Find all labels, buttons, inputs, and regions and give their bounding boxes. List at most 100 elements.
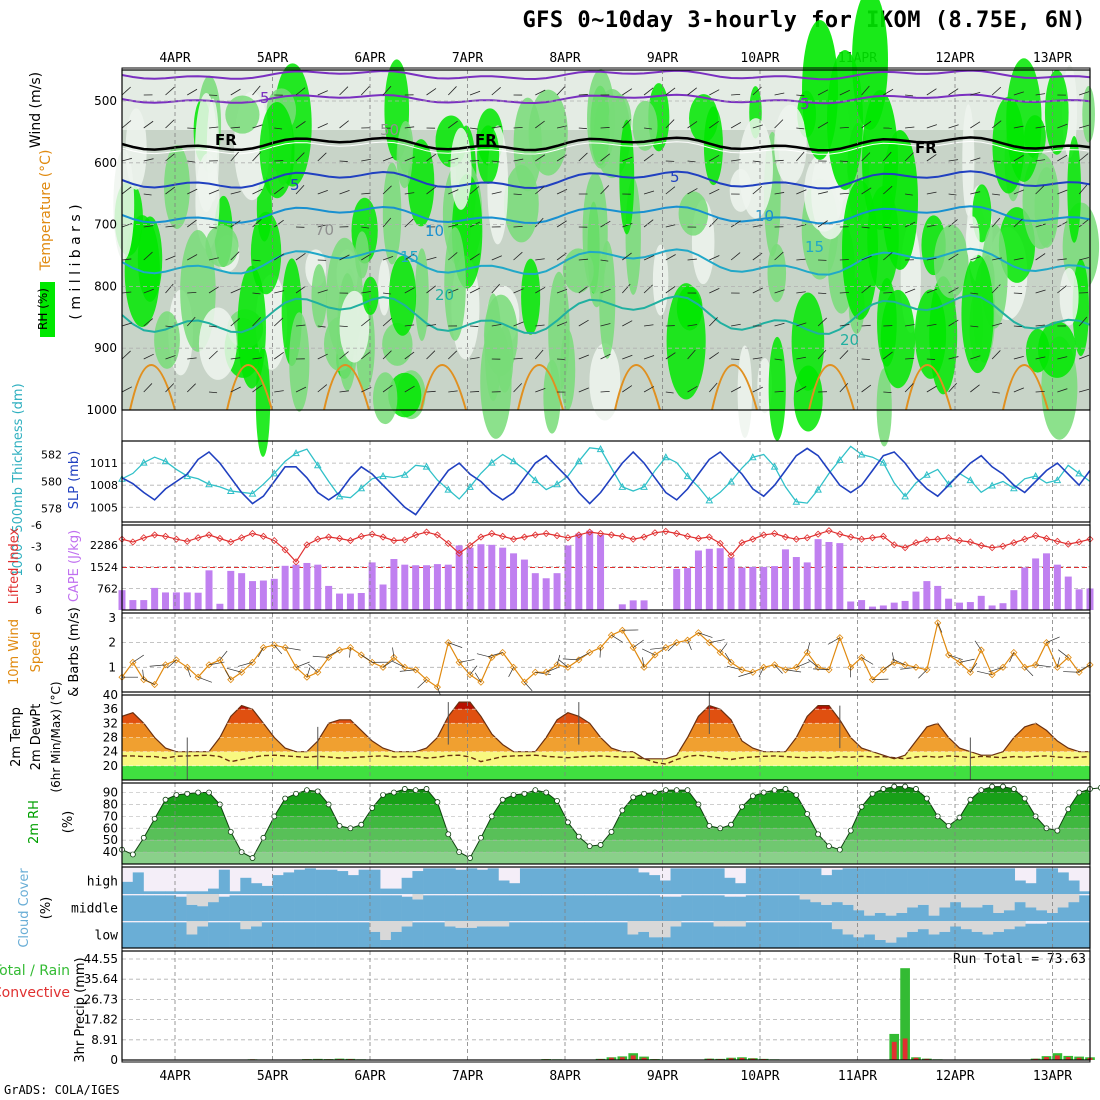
cape-bar [597, 534, 605, 610]
date-label-top: 8APR [549, 51, 580, 66]
wind-barb [643, 190, 655, 195]
lifted-index-point [172, 535, 180, 543]
cloud-low-bar [1068, 922, 1080, 948]
wind-barb [361, 351, 371, 360]
cape-bar [749, 566, 757, 610]
wind-barb-10m [476, 653, 492, 658]
precip-total-bar [900, 968, 910, 1060]
wind-barb [948, 193, 957, 196]
lifted-index-point [955, 537, 964, 545]
wind-barb [948, 253, 959, 261]
wind-barb [1013, 387, 1025, 393]
cloud-gap [853, 894, 865, 911]
wind-barb-10m [285, 647, 301, 651]
wind-barb [970, 325, 979, 328]
cloud-high-bar [444, 868, 456, 894]
cape-bar [890, 602, 898, 610]
rh-contour-area [560, 329, 576, 411]
cloud-gap [444, 921, 456, 927]
lifted-index-point [694, 534, 703, 543]
wind-barb [513, 321, 524, 327]
wind-barb [600, 185, 610, 195]
cloud-high-bar [831, 869, 843, 894]
thickness-point [205, 480, 213, 488]
wind-barb [1013, 91, 1024, 96]
cloud-middle-bar [713, 895, 725, 921]
wind-barb [730, 386, 742, 393]
lifted-index-point [238, 534, 246, 542]
wind-barb [404, 253, 415, 261]
wind-barb [796, 291, 806, 294]
wind-speed-line [121, 620, 1091, 689]
wind-barb [404, 192, 415, 195]
cloud-high-bar [595, 868, 607, 894]
cape-bar [194, 592, 202, 610]
wind-speed-point [412, 666, 420, 674]
slp-axis-label: SLP (mb) [67, 451, 82, 510]
lifted-index-point [684, 532, 692, 540]
lifted-index-tick-label: 0 [35, 562, 42, 575]
contour-label: 5 [290, 176, 300, 194]
wind-barb [665, 391, 674, 394]
thickness-point [705, 496, 714, 504]
wind-barb [774, 119, 784, 129]
cloud-middle-bar [778, 895, 790, 921]
wind-barb [187, 160, 196, 163]
wind-barb [774, 251, 784, 261]
cloud-middle-bar [831, 902, 843, 921]
wind-barb [295, 121, 306, 129]
lifted-index-point [934, 535, 942, 543]
cloud-low-bar [358, 922, 370, 948]
wind-barb [731, 93, 741, 96]
temp-contour-20 [121, 294, 1091, 335]
temp-tick-label: 40 [103, 688, 118, 702]
rh-point [869, 790, 876, 797]
rh-contour-area [444, 227, 466, 341]
cape-bar [977, 595, 985, 610]
wind-barb [1013, 125, 1024, 129]
wind-barb-10m [186, 667, 191, 678]
lifted-index-point [390, 537, 398, 545]
rh-point [129, 851, 136, 858]
cape-bar [292, 564, 300, 610]
lifted-index-point [771, 529, 779, 538]
wind-barb [208, 325, 217, 328]
rh-contour-area [289, 312, 310, 412]
wind-barb-10m [198, 676, 212, 683]
wind-barb-10m [306, 667, 311, 678]
cape-bar [390, 559, 398, 610]
wind-barb-10m [417, 679, 427, 689]
wind-barb [970, 292, 979, 295]
rh-contour-area [250, 211, 282, 295]
wind-speed-point [444, 639, 452, 647]
cape-bar [934, 585, 942, 610]
wind-speed-point [781, 666, 790, 674]
wind-barb [665, 87, 676, 96]
wind-barb [208, 350, 218, 360]
wind-barb [752, 124, 763, 129]
cloud-middle-bar [638, 895, 650, 921]
cloud-middle-bar [993, 912, 1005, 921]
cloud-high-bar [175, 891, 187, 894]
wind-barb-10m [611, 634, 623, 643]
cloud-low-bar [509, 922, 521, 948]
wind-speed-point [738, 666, 746, 674]
wind-barb [643, 87, 654, 96]
wind-tick-label: 2 [108, 636, 116, 650]
wind-barb-10m [1035, 664, 1052, 668]
cloud-middle-bar [562, 895, 575, 921]
wind-barb [948, 382, 957, 393]
precip-axis-label: 3hr Precip (mm) [73, 957, 88, 1062]
wind-speed-point [1021, 663, 1029, 671]
cloud-middle-bar [390, 895, 402, 921]
cloud-middle-bar [208, 902, 220, 921]
rh-point [586, 843, 593, 850]
wind-barb [535, 186, 545, 195]
cloud-high-bar [380, 888, 392, 894]
cloud-middle-bar [122, 895, 134, 921]
thickness-point [531, 476, 540, 484]
cloud-low-bar [165, 922, 177, 948]
wind-barb [426, 350, 436, 360]
thickness-point [640, 482, 648, 490]
temp-band [122, 737, 1090, 752]
